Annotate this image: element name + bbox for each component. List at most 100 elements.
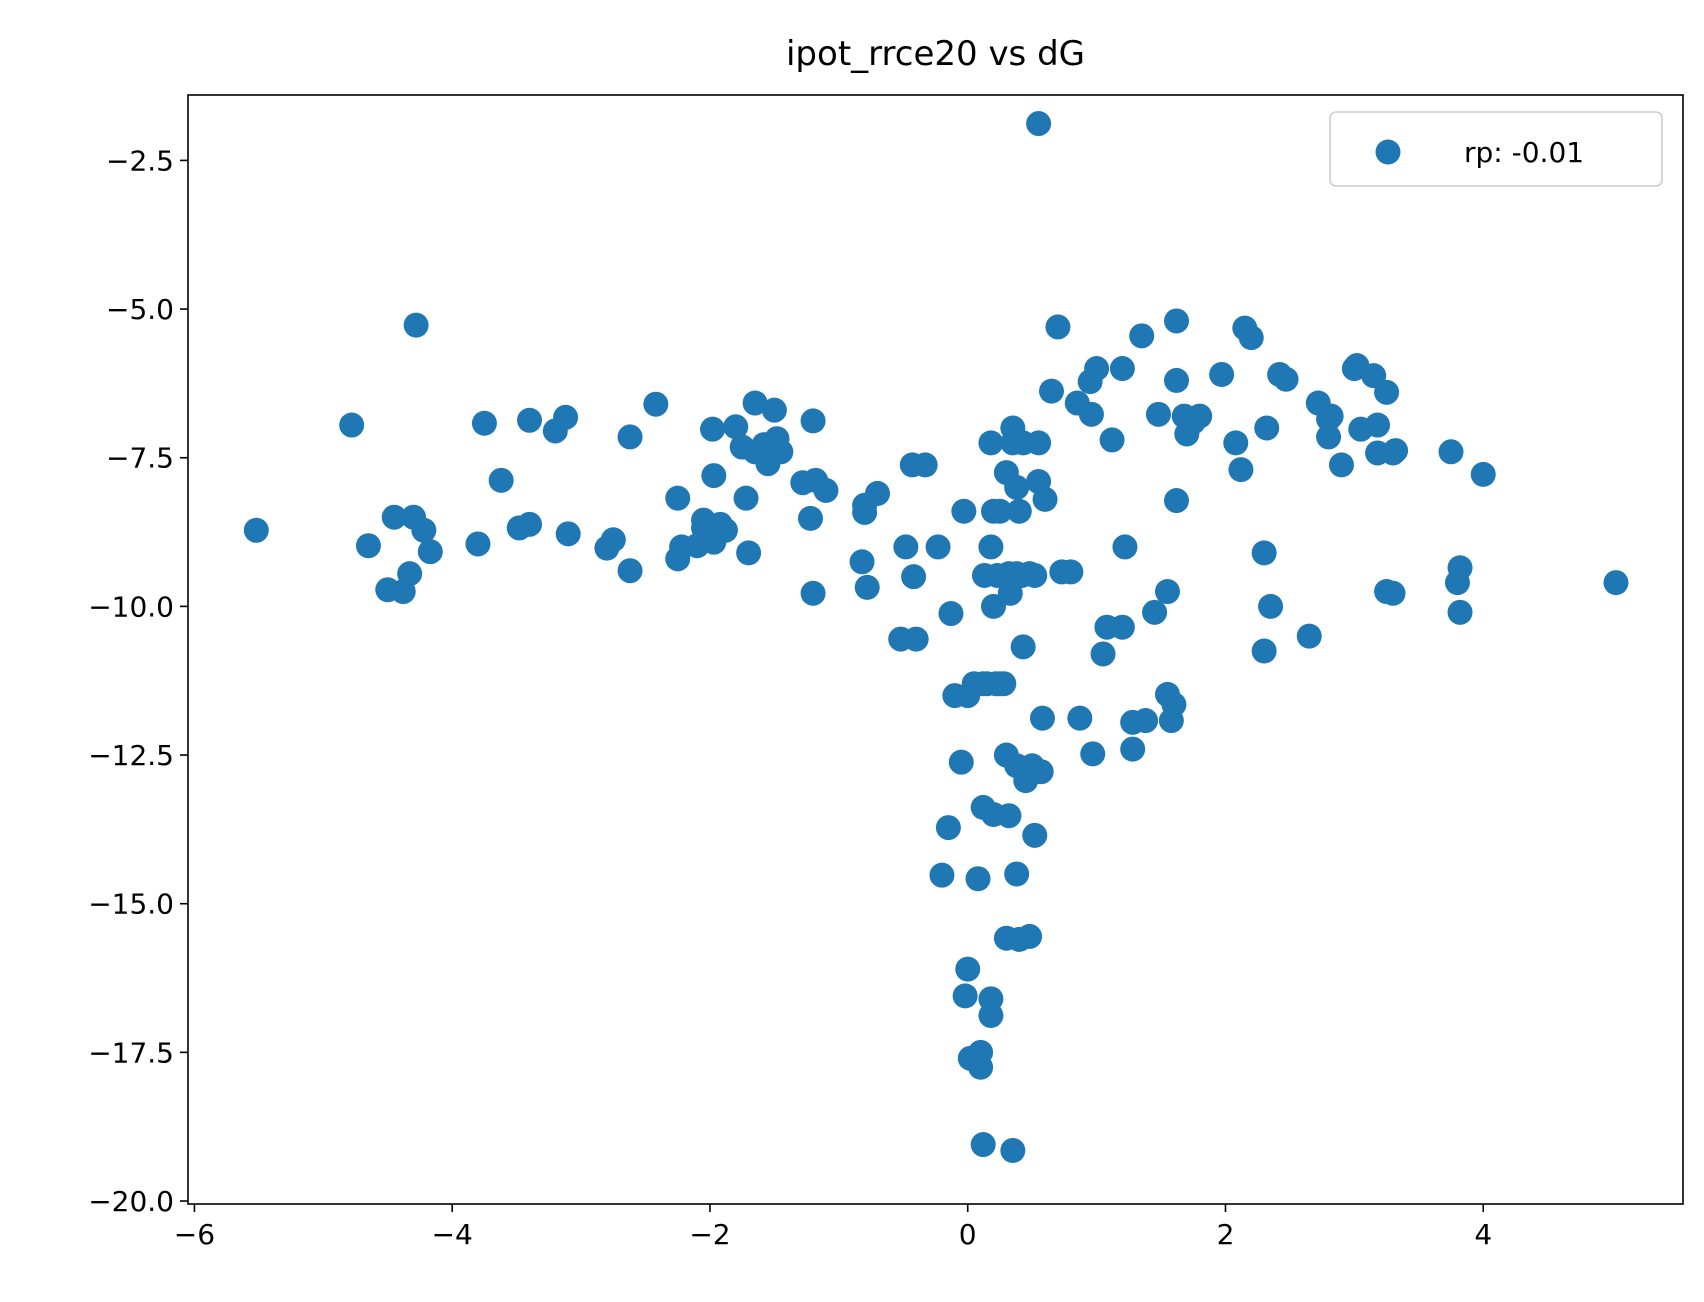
data-point xyxy=(955,956,981,982)
data-point xyxy=(797,505,823,531)
data-point xyxy=(1447,599,1473,625)
data-point xyxy=(1328,452,1354,478)
data-point xyxy=(617,424,643,450)
data-point xyxy=(1254,415,1280,441)
data-point xyxy=(736,540,762,566)
data-point xyxy=(1004,474,1030,500)
data-point xyxy=(854,574,880,600)
data-point xyxy=(1296,623,1322,649)
data-point xyxy=(1238,325,1264,351)
data-point xyxy=(968,1039,994,1065)
data-point xyxy=(1316,424,1342,450)
data-point xyxy=(355,533,381,559)
data-point xyxy=(1067,705,1093,731)
data-point xyxy=(1099,427,1125,453)
x-tick-label: 4 xyxy=(1474,1218,1492,1251)
data-point xyxy=(997,580,1023,606)
y-tick-label: −17.5 xyxy=(88,1036,174,1069)
data-point xyxy=(978,534,1004,560)
y-axis: −20.0 −17.5 −15.0 −12.5 −10.0 −7.5 −5.0 −2.5 xyxy=(88,144,188,1218)
data-point xyxy=(978,430,1004,456)
data-point xyxy=(1080,741,1106,767)
data-point xyxy=(1045,314,1071,340)
x-axis: −6 −4 −2 0 2 4 xyxy=(174,1204,1492,1251)
data-point xyxy=(893,534,919,560)
data-point xyxy=(403,312,429,338)
data-point xyxy=(991,671,1017,697)
x-tick-label: −6 xyxy=(174,1218,215,1251)
data-point xyxy=(465,531,491,557)
data-point xyxy=(1004,861,1030,887)
data-point xyxy=(1374,379,1400,405)
data-points xyxy=(243,111,1629,1163)
data-point xyxy=(903,626,929,652)
data-point xyxy=(1380,580,1406,606)
data-point xyxy=(381,504,407,530)
data-point xyxy=(935,815,961,841)
data-point xyxy=(1438,439,1464,465)
data-point xyxy=(417,539,443,565)
data-point xyxy=(768,439,794,465)
data-point xyxy=(901,564,927,590)
data-point xyxy=(1109,356,1135,382)
data-point xyxy=(1084,356,1110,382)
data-point xyxy=(1164,488,1190,514)
y-tick-label: −20.0 xyxy=(88,1185,174,1218)
data-point xyxy=(1187,403,1213,429)
data-point xyxy=(701,463,727,489)
data-point xyxy=(1251,540,1277,566)
data-point xyxy=(1022,822,1048,848)
data-point xyxy=(1006,498,1032,524)
data-point xyxy=(1142,599,1168,625)
data-point xyxy=(471,410,497,436)
x-tick-label: −2 xyxy=(689,1218,730,1251)
y-tick-label: −10.0 xyxy=(88,590,174,623)
data-point xyxy=(1228,457,1254,483)
data-point xyxy=(1603,570,1629,596)
data-point xyxy=(1026,430,1052,456)
data-point xyxy=(1209,361,1235,387)
data-point xyxy=(339,412,365,438)
data-point xyxy=(1022,562,1048,588)
y-tick-label: −2.5 xyxy=(106,144,174,177)
data-point xyxy=(1447,555,1473,581)
data-point xyxy=(397,561,423,587)
y-tick-label: −5.0 xyxy=(106,293,174,326)
data-point xyxy=(517,511,543,537)
data-point xyxy=(1029,705,1055,731)
data-point xyxy=(996,803,1022,829)
data-point xyxy=(1017,923,1043,949)
data-point xyxy=(723,414,749,440)
data-point xyxy=(1318,403,1344,429)
data-point xyxy=(517,407,543,433)
data-point xyxy=(742,390,768,416)
data-point xyxy=(1038,378,1064,404)
data-point xyxy=(980,593,1006,619)
data-point xyxy=(411,517,437,543)
legend-box xyxy=(1329,111,1663,187)
data-point xyxy=(1109,614,1135,640)
x-tick-label: 0 xyxy=(959,1218,977,1251)
data-point xyxy=(1120,736,1146,762)
data-point xyxy=(1145,401,1171,427)
data-point xyxy=(1032,486,1058,512)
y-tick-label: −7.5 xyxy=(106,442,174,475)
data-point xyxy=(665,485,691,511)
data-point xyxy=(643,391,669,417)
data-point xyxy=(1470,461,1496,487)
data-point xyxy=(1000,1137,1026,1163)
data-point xyxy=(1154,579,1180,605)
data-point xyxy=(970,1132,996,1158)
data-point xyxy=(488,467,514,493)
data-point xyxy=(1078,401,1104,427)
data-point xyxy=(1112,534,1138,560)
data-point xyxy=(912,452,938,478)
data-point xyxy=(1028,759,1054,785)
y-tick-label: −12.5 xyxy=(88,739,174,772)
axes-frame xyxy=(187,94,1684,1205)
data-point xyxy=(600,527,626,553)
data-point xyxy=(1365,412,1391,438)
data-point xyxy=(700,416,726,442)
y-tick-label: −15.0 xyxy=(88,888,174,921)
data-point xyxy=(1383,438,1409,464)
